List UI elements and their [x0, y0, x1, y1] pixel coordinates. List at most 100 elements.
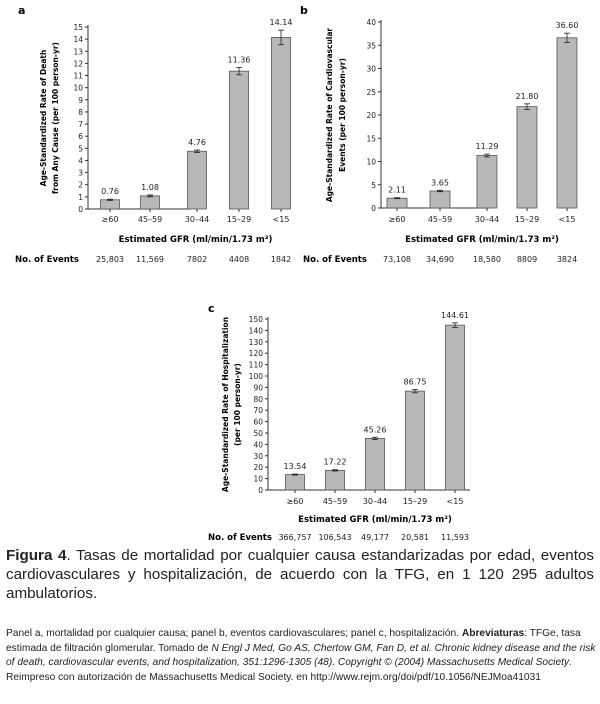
panel-a-event-count: 25,803	[96, 255, 124, 264]
panel-b-bar	[516, 106, 538, 209]
panel-b-bar	[386, 197, 408, 209]
note-part2: : TFGe, tasa estimada de filtración glom…	[6, 628, 581, 654]
panel-a-data-label: 11.36	[228, 56, 251, 65]
panel-b-y-tick-label: 35	[366, 41, 376, 50]
panel-a-event-count: 4408	[229, 255, 249, 264]
panel-b-x-tick-label: 30–44	[475, 215, 499, 224]
panel-a-y-tick-label: 4	[78, 156, 83, 165]
panel-a-event-count: 11,569	[136, 255, 164, 264]
panel-a-x-tick-label: <15	[273, 215, 290, 224]
panel-c-data-label: 17.22	[324, 458, 347, 467]
panel-a-y-axis-title-line2: from Any Cause (per 100 person-yr)	[51, 42, 60, 194]
panel-b-x-tick-label: ≥60	[389, 215, 406, 224]
panel-c-data-label: 13.54	[284, 462, 307, 471]
panel-b-event-count: 3824	[557, 255, 577, 264]
panel-b-event-count: 34,690	[426, 255, 454, 264]
note-abbrev-label: Abreviaturas	[461, 628, 525, 639]
panel-a-y-tick-label: 5	[78, 144, 83, 153]
panel-b-y-tick-label: 20	[366, 111, 376, 120]
panel-a-bar	[100, 199, 120, 210]
panel-c-data-label: 86.75	[404, 377, 427, 386]
panel-a-label: a	[18, 4, 25, 17]
panel-a-y-tick-label: 1	[78, 193, 83, 202]
panel-a-y-tick-label: 7	[78, 120, 83, 129]
panel-c-y-tick-label: 10	[253, 475, 263, 484]
panel-a-bar	[271, 37, 291, 210]
panel-c-data-label: 144.61	[441, 311, 469, 320]
panel-b-bar	[556, 37, 578, 209]
panel-b-y-axis-title-line1: Age-Standardized Rate of Cardiovascular	[325, 28, 334, 203]
panel-a-y-tick-label: 15	[73, 23, 83, 32]
panel-c-y-tick-label: 60	[253, 418, 263, 427]
panel-a-x-axis-title: Estimated GFR (ml/min/1.73 m²)	[119, 235, 273, 245]
panel-b-data-label: 11.29	[476, 142, 499, 151]
panel-c-data-label: 45.26	[364, 425, 387, 434]
figure-label: Figura 4	[6, 547, 67, 564]
panel-a-event-count: 1842	[271, 255, 291, 264]
panel-a-y-tick-label: 8	[78, 108, 83, 117]
panel-a-data-label: 14.14	[270, 18, 293, 27]
panel-b-x-tick-label: 15–29	[515, 215, 539, 224]
panel-c-bar	[445, 324, 465, 491]
figure-caption: Figura 4. Tasas de mortalidad por cualqu…	[6, 546, 594, 603]
panel-b-x-tick-label: 45–59	[428, 215, 452, 224]
panel-c-event-count: 106,543	[318, 533, 351, 542]
panel-c-label: c	[208, 302, 215, 315]
note-citation: N Engl J Med, Go AS, Chertow GM, Fan D, …	[6, 642, 596, 669]
panel-a-y-tick-label: 11	[73, 72, 83, 81]
panel-a-data-label: 1.08	[141, 183, 159, 192]
panel-c-y-tick-label: 40	[253, 440, 263, 449]
panel-c-bar	[325, 469, 345, 491]
panel-b-bar	[476, 155, 498, 209]
figure-note: Panel a, mortalidad por cualquier causa;…	[6, 627, 596, 685]
panel-a-y-tick-label: 13	[73, 47, 83, 56]
panel-c-events-label: No. of Events	[208, 533, 272, 543]
panel-a-y-tick-label: 14	[73, 35, 83, 44]
panel-b-y-tick-label: 15	[366, 134, 376, 143]
panel-a-x-tick-label: ≥60	[102, 215, 119, 224]
panel-b-data-label: 2.11	[388, 186, 406, 195]
panel-b-x-tick-label: <15	[559, 215, 576, 224]
panel-c-y-tick-label: 120	[249, 349, 264, 358]
panel-b-bar	[429, 190, 451, 209]
panel-a-x-tick-label: 15–29	[227, 215, 251, 224]
panel-c-x-tick-label: 45–59	[323, 497, 347, 506]
panel-b-y-tick-label: 5	[371, 181, 376, 190]
panel-a-y-tick-label: 10	[73, 84, 83, 93]
panel-a-x-tick-label: 45–59	[138, 215, 162, 224]
panel-c-y-tick-label: 140	[249, 326, 264, 335]
panel-b-y-tick-label: 10	[366, 158, 376, 167]
panel-b-y-tick-label: 25	[366, 88, 376, 97]
panel-a-y-tick-label: 9	[78, 96, 83, 105]
panel-c-bar	[365, 438, 385, 491]
caption-text: . Tasas de mortalidad por cualquier caus…	[6, 547, 594, 602]
panel-a-bar	[187, 150, 207, 210]
panel-b-x-axis-title: Estimated GFR (ml/min/1.73 m²)	[405, 235, 559, 245]
panel-c-y-tick-label: 70	[253, 406, 263, 415]
panel-c-y-tick-label: 130	[249, 338, 264, 347]
panel-c-x-axis-title: Estimated GFR (ml/min/1.73 m²)	[298, 515, 452, 525]
panel-c-x-tick-label: 15–29	[403, 497, 427, 506]
panel-b-event-count: 73,108	[383, 255, 411, 264]
panel-b-data-label: 21.80	[516, 92, 539, 101]
panel-a-data-label: 0.76	[101, 187, 119, 196]
panel-c-y-tick-label: 110	[249, 361, 264, 370]
panel-c-y-tick-label: 50	[253, 429, 263, 438]
panel-c-y-tick-label: 0	[258, 486, 263, 495]
panel-a-events-label: No. of Events	[15, 255, 79, 265]
panel-c-y-tick-label: 80	[253, 395, 263, 404]
panel-c-y-tick-label: 150	[249, 315, 264, 324]
panel-c-y-tick-label: 20	[253, 463, 263, 472]
panel-a-event-count: 7802	[187, 255, 207, 264]
panel-c-event-count: 366,757	[278, 533, 311, 542]
panel-b-event-count: 8809	[517, 255, 537, 264]
panel-c-event-count: 49,177	[361, 533, 389, 542]
panel-c-bar	[285, 474, 305, 491]
panel-c-y-tick-label: 100	[249, 372, 264, 381]
panel-b-y-tick-label: 0	[371, 204, 376, 213]
note-part3: . Reimpreso con autorización de Massachu…	[6, 657, 572, 683]
panel-b-label: b	[300, 4, 308, 17]
panel-c-y-tick-label: 90	[253, 383, 263, 392]
panel-b-data-label: 36.60	[556, 21, 579, 30]
panel-c-bar	[405, 390, 425, 491]
